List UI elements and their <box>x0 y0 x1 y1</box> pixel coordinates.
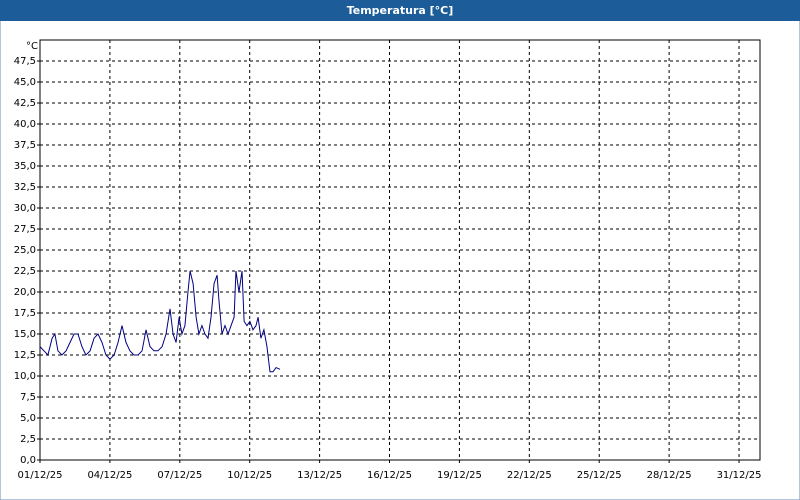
y-tick-label: 17,5 <box>14 308 36 319</box>
title-bar <box>0 0 800 21</box>
y-tick-label: 10,0 <box>14 371 36 382</box>
y-tick-label: 35,0 <box>14 161 36 172</box>
y-tick-label: 7,5 <box>20 392 36 403</box>
x-tick-label: 16/12/25 <box>367 470 412 481</box>
temperature-line <box>39 270 281 373</box>
x-tick-label: 10/12/25 <box>227 470 272 481</box>
y-tick-label: 42,5 <box>14 98 36 109</box>
y-tick-label: 22,5 <box>14 266 36 277</box>
y-tick-label: 30,0 <box>14 203 36 214</box>
y-tick-label: 12,5 <box>14 350 36 361</box>
x-tick-label: 01/12/25 <box>18 470 63 481</box>
x-tick-label: 13/12/25 <box>297 470 342 481</box>
y-tick-label: 27,5 <box>14 224 36 235</box>
y-tick-label: 45,0 <box>14 77 36 88</box>
x-tick-label: 31/12/25 <box>717 470 762 481</box>
y-tick-label: 32,5 <box>14 182 36 193</box>
x-tick-label: 25/12/25 <box>577 470 622 481</box>
y-tick-label: 5,0 <box>20 413 36 424</box>
y-tick-label: 2,5 <box>20 434 36 445</box>
y-tick-label: 40,0 <box>14 119 36 130</box>
chart-title: Temperatura [°C] <box>347 4 454 17</box>
x-tick-label: 04/12/25 <box>87 470 132 481</box>
x-tick-label: 19/12/25 <box>437 470 482 481</box>
x-tick-label: 22/12/25 <box>507 470 552 481</box>
y-tick-label: 47,5 <box>14 56 36 67</box>
y-tick-label: 25,0 <box>14 245 36 256</box>
y-tick-label: 15,0 <box>14 329 36 340</box>
x-tick-label: 28/12/25 <box>647 470 692 481</box>
y-tick-label: 20,0 <box>14 287 36 298</box>
y-tick-label: 37,5 <box>14 140 36 151</box>
x-tick-label: 07/12/25 <box>157 470 202 481</box>
y-tick-label: 0,0 <box>20 455 36 466</box>
y-unit: °C <box>26 41 38 52</box>
